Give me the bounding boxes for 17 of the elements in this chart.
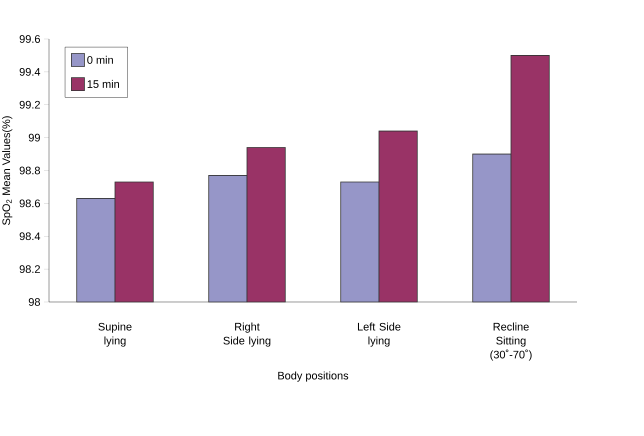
x-tick-label: Right Side lying <box>223 322 270 347</box>
y-tick-label: 98.6 <box>20 200 40 208</box>
legend-label: 15 min <box>88 80 119 88</box>
y-tick-label: 98.2 <box>20 265 40 274</box>
y-tick-label: 99.4 <box>20 68 40 76</box>
y-tick-label: 98.4 <box>20 232 40 240</box>
y-tick-label: 99.2 <box>20 100 40 109</box>
x-tick-label: Left Side lying <box>358 322 400 347</box>
x-tick-label: Supine lying <box>98 322 132 347</box>
y-tick-label: 98.8 <box>20 166 40 174</box>
y-tick-label: 98 <box>28 298 40 306</box>
x-tick-label: Recline Sitting (30˚-70˚) <box>490 322 532 361</box>
y-axis-title: SpO$_{2}$ Mean Values(%) <box>2 116 12 225</box>
x-axis-title: Body positions <box>278 371 348 382</box>
legend-label: 0 min <box>87 56 113 64</box>
y-tick-label: 99 <box>28 134 40 142</box>
y-tick-label: 99.6 <box>20 35 40 43</box>
